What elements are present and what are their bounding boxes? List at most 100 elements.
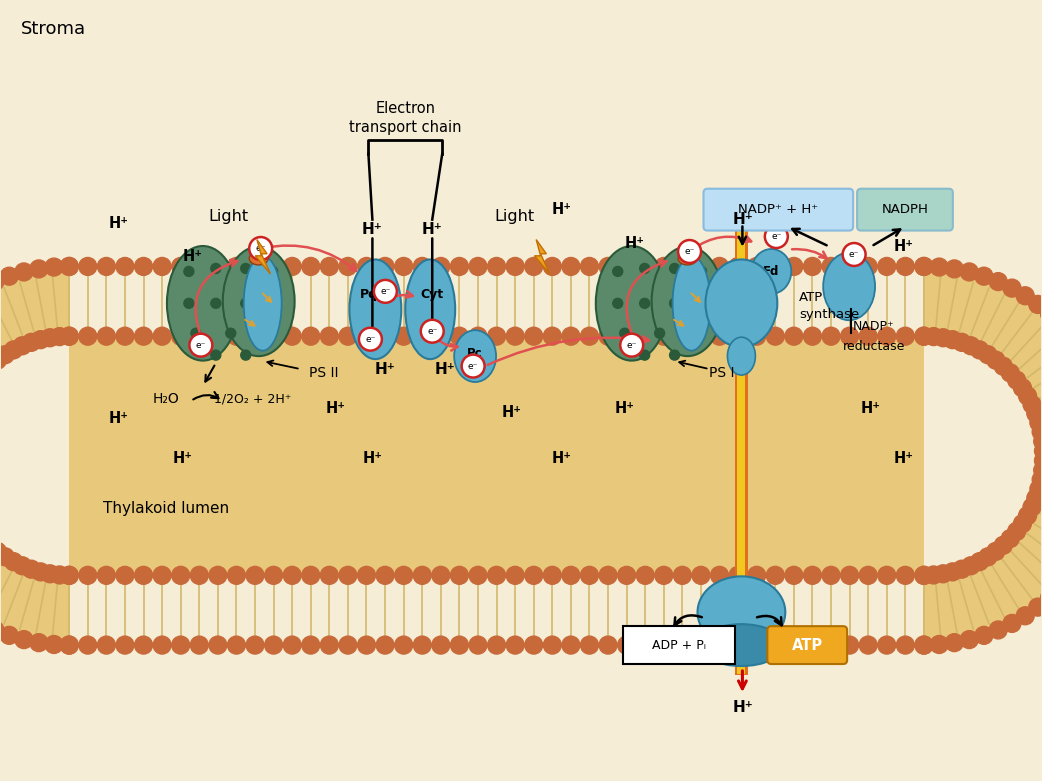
Circle shape xyxy=(1014,379,1032,397)
Circle shape xyxy=(320,566,339,584)
Circle shape xyxy=(357,566,375,584)
Text: H⁺: H⁺ xyxy=(375,362,396,376)
Circle shape xyxy=(670,350,679,360)
Circle shape xyxy=(915,566,933,584)
Circle shape xyxy=(488,566,505,584)
Circle shape xyxy=(302,327,320,345)
Bar xyxy=(69,336,924,576)
Circle shape xyxy=(896,258,914,276)
Circle shape xyxy=(395,566,413,584)
Circle shape xyxy=(60,636,78,654)
Circle shape xyxy=(803,327,821,345)
Text: e⁻: e⁻ xyxy=(771,232,782,241)
Circle shape xyxy=(227,566,246,584)
Circle shape xyxy=(599,258,617,276)
Circle shape xyxy=(822,327,840,345)
Circle shape xyxy=(613,298,623,308)
Circle shape xyxy=(599,566,617,584)
Circle shape xyxy=(931,636,948,654)
Circle shape xyxy=(414,636,431,654)
Circle shape xyxy=(190,333,213,357)
Text: H⁺: H⁺ xyxy=(422,222,443,237)
Circle shape xyxy=(208,327,227,345)
Circle shape xyxy=(877,327,896,345)
Circle shape xyxy=(1003,615,1021,633)
Circle shape xyxy=(4,553,23,571)
Circle shape xyxy=(961,630,978,648)
Circle shape xyxy=(841,258,859,276)
Circle shape xyxy=(877,566,896,584)
Polygon shape xyxy=(0,266,69,645)
Circle shape xyxy=(766,566,785,584)
Circle shape xyxy=(1041,305,1042,323)
Ellipse shape xyxy=(596,246,668,361)
Circle shape xyxy=(696,298,706,308)
Circle shape xyxy=(431,258,450,276)
Text: Cyt: Cyt xyxy=(421,288,444,301)
Text: H⁺: H⁺ xyxy=(325,401,346,416)
Circle shape xyxy=(1008,371,1025,389)
Circle shape xyxy=(640,350,649,360)
Circle shape xyxy=(357,327,375,345)
Circle shape xyxy=(654,328,665,338)
Circle shape xyxy=(183,266,194,276)
Text: PS I: PS I xyxy=(710,366,735,380)
Circle shape xyxy=(543,566,562,584)
Circle shape xyxy=(915,327,933,345)
Circle shape xyxy=(1003,279,1021,297)
Circle shape xyxy=(1019,507,1037,525)
Polygon shape xyxy=(924,266,1042,645)
Circle shape xyxy=(748,258,766,276)
Circle shape xyxy=(15,263,33,281)
Circle shape xyxy=(711,566,728,584)
Circle shape xyxy=(970,341,989,358)
Circle shape xyxy=(637,566,654,584)
Circle shape xyxy=(692,258,710,276)
Circle shape xyxy=(654,566,673,584)
Circle shape xyxy=(153,636,171,654)
Circle shape xyxy=(637,327,654,345)
Circle shape xyxy=(1001,364,1019,382)
Circle shape xyxy=(843,243,866,266)
Circle shape xyxy=(60,258,78,276)
Text: 1/2O₂ + 2H⁺: 1/2O₂ + 2H⁺ xyxy=(214,393,292,405)
Circle shape xyxy=(97,636,116,654)
Ellipse shape xyxy=(699,624,784,666)
Circle shape xyxy=(320,636,339,654)
Circle shape xyxy=(785,258,802,276)
Circle shape xyxy=(0,621,4,639)
Circle shape xyxy=(690,328,699,338)
Text: e⁻: e⁻ xyxy=(255,244,266,253)
Circle shape xyxy=(488,258,505,276)
Bar xyxy=(735,216,748,675)
Circle shape xyxy=(60,566,78,584)
Circle shape xyxy=(1028,295,1042,313)
Circle shape xyxy=(711,636,728,654)
Text: H⁺: H⁺ xyxy=(109,412,129,426)
Circle shape xyxy=(618,327,636,345)
Circle shape xyxy=(260,328,271,338)
Circle shape xyxy=(673,566,691,584)
Ellipse shape xyxy=(751,249,791,294)
Circle shape xyxy=(60,636,78,654)
Circle shape xyxy=(191,566,208,584)
Circle shape xyxy=(488,327,505,345)
Text: H⁺: H⁺ xyxy=(183,249,203,264)
Circle shape xyxy=(0,346,15,364)
Circle shape xyxy=(692,636,710,654)
Circle shape xyxy=(450,566,469,584)
Circle shape xyxy=(116,566,134,584)
Circle shape xyxy=(302,566,320,584)
Circle shape xyxy=(1023,498,1041,516)
Circle shape xyxy=(765,225,788,248)
Circle shape xyxy=(841,636,859,654)
Circle shape xyxy=(944,563,962,581)
Circle shape xyxy=(450,327,469,345)
Text: ATP
synthase: ATP synthase xyxy=(799,291,860,321)
Circle shape xyxy=(678,240,701,263)
Circle shape xyxy=(450,258,469,276)
Circle shape xyxy=(246,258,264,276)
Circle shape xyxy=(0,626,18,644)
Circle shape xyxy=(414,327,431,345)
Circle shape xyxy=(320,258,339,276)
